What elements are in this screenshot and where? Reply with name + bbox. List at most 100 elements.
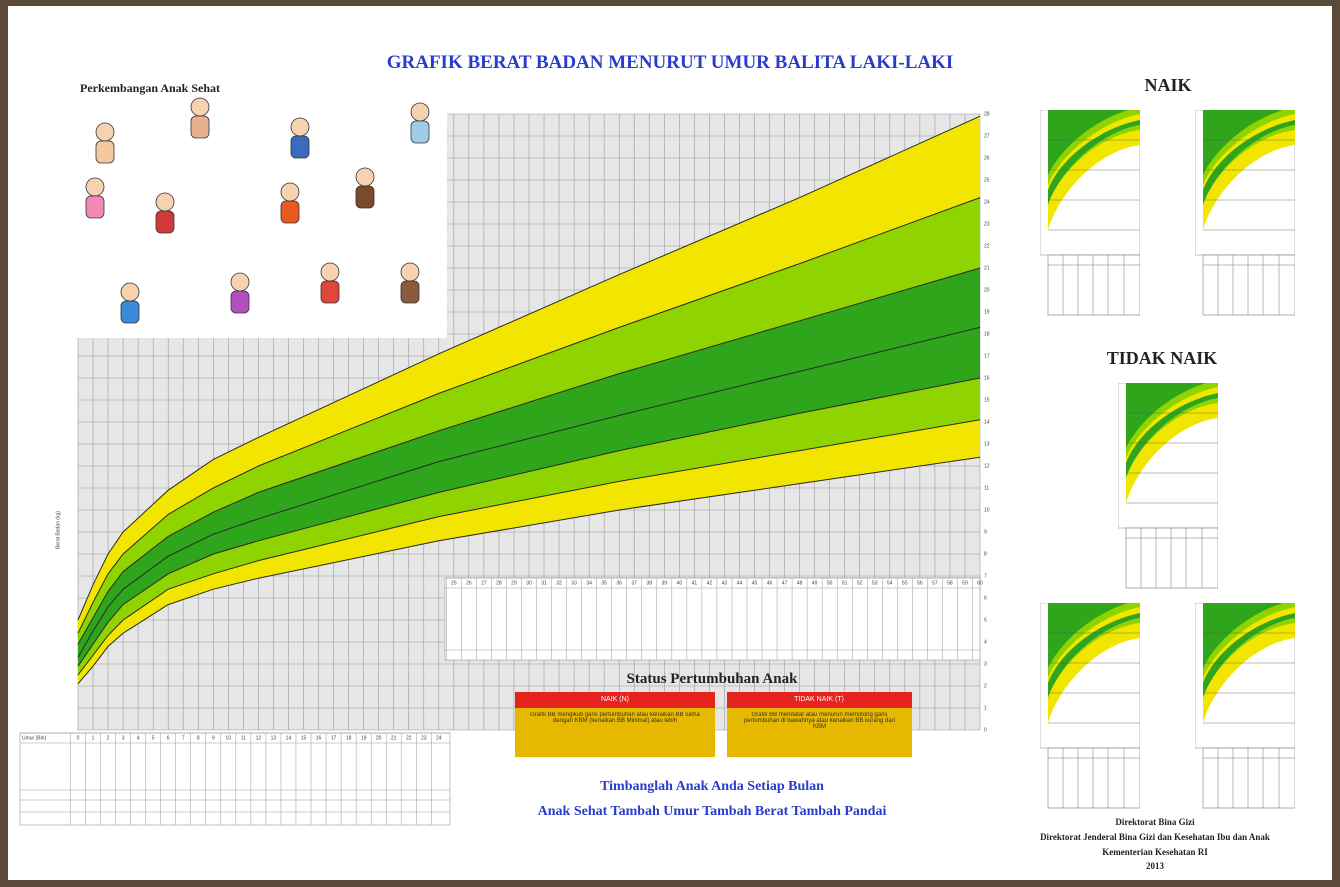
x-tick-label: 39 — [662, 580, 668, 586]
footer-line: Direktorat Jenderal Bina Gizi dan Keseha… — [1040, 832, 1270, 842]
x-tick-label: 0 — [77, 735, 80, 741]
x-tick-label: 14 — [286, 735, 292, 741]
y-tick-label: 14 — [984, 419, 990, 425]
illustration — [321, 263, 339, 281]
illustration — [191, 116, 209, 138]
y-tick-label: 20 — [984, 287, 990, 293]
illustration — [96, 141, 114, 163]
illustration — [291, 136, 309, 158]
x-tick-label: 7 — [182, 735, 185, 741]
title: GRAFIK BERAT BADAN MENURUT UMUR BALITA L… — [387, 52, 954, 73]
x-tick-label: 45 — [752, 580, 758, 586]
illustration — [231, 273, 249, 291]
example-chart — [1040, 110, 1140, 315]
y-tick-label: 24 — [984, 199, 990, 205]
x-tick-label: 17 — [331, 735, 337, 741]
slogan: Anak Sehat Tambah Umur Tambah Berat Tamb… — [538, 804, 887, 819]
x-tick-label: 8 — [197, 735, 200, 741]
example-chart — [1040, 603, 1140, 808]
example-chart — [1195, 110, 1295, 315]
x-tick-label: 50 — [827, 580, 833, 586]
slogan: Timbanglah Anak Anda Setiap Bulan — [600, 779, 824, 794]
x-tick-label: 56 — [917, 580, 923, 586]
x-tick-label: 30 — [526, 580, 532, 586]
x-tick-label: 20 — [376, 735, 382, 741]
x-tick-label: 36 — [616, 580, 622, 586]
x-tick-label: 33 — [571, 580, 577, 586]
illustration — [401, 281, 419, 303]
x-tick-label: 34 — [586, 580, 592, 586]
x-tick-label: 13 — [271, 735, 277, 741]
x-tick-label: 41 — [692, 580, 698, 586]
y-tick-label: 11 — [984, 485, 989, 491]
illustration — [401, 263, 419, 281]
x-tick-label: 5 — [152, 735, 155, 741]
y-tick-label: 3 — [984, 661, 987, 667]
x-tick-label: 29 — [511, 580, 517, 586]
y-tick-label: 7 — [984, 573, 987, 579]
x-tick-label: 42 — [707, 580, 713, 586]
y-tick-label: 8 — [984, 551, 987, 557]
x-tick-label: 59 — [962, 580, 968, 586]
poster: GRAFIK BERAT BADAN MENURUT UMUR BALITA L… — [0, 0, 1340, 887]
illustration — [191, 98, 209, 116]
x-tick-label: 48 — [797, 580, 803, 586]
y-tick-label: 12 — [984, 463, 990, 469]
x-tick-label: 55 — [902, 580, 908, 586]
y-tick-label: 23 — [984, 221, 990, 227]
x-tick-label: 23 — [421, 735, 427, 741]
x-tick-label: 43 — [722, 580, 728, 586]
illustration — [291, 118, 309, 136]
month-table — [445, 578, 980, 660]
status-box-title: TIDAK NAIK (T) — [794, 696, 844, 703]
y-tick-label: 2 — [984, 683, 987, 689]
x-tick-label: 21 — [391, 735, 397, 741]
x-tick-label: 47 — [782, 580, 788, 586]
x-tick-label: 31 — [541, 580, 547, 586]
illustration — [356, 186, 374, 208]
y-tick-label: 17 — [984, 353, 990, 359]
x-tick-label: 10 — [226, 735, 232, 741]
status-box-title: NAIK (N) — [601, 696, 629, 703]
page: GRAFIK BERAT BADAN MENURUT UMUR BALITA L… — [0, 0, 1340, 887]
illustration — [121, 283, 139, 301]
x-tick-label: 22 — [406, 735, 412, 741]
x-tick-label: 18 — [346, 735, 352, 741]
x-tick-label: 38 — [646, 580, 652, 586]
y-tick-label: 1 — [984, 705, 987, 711]
x-tick-label: 26 — [466, 580, 472, 586]
illustration — [121, 301, 139, 323]
x-tick-label: 9 — [212, 735, 215, 741]
y-tick-label: 16 — [984, 375, 990, 381]
illustration — [156, 193, 174, 211]
illustration-area — [65, 98, 447, 338]
x-tick-label: 28 — [496, 580, 502, 586]
month-table — [20, 733, 450, 825]
footer-line: 2013 — [1146, 861, 1165, 871]
illustration — [281, 183, 299, 201]
y-tick-label: 5 — [984, 617, 987, 623]
x-tick-label: 27 — [481, 580, 487, 586]
example-chart — [1118, 383, 1218, 588]
illustration — [156, 211, 174, 233]
y-tick-label: 19 — [984, 309, 990, 315]
x-tick-label: 16 — [316, 735, 322, 741]
status-title: Status Pertumbuhan Anak — [627, 671, 799, 687]
status-box-text: Grafik BB mendatar atau menurun memotong… — [737, 712, 902, 730]
x-tick-label: 2 — [107, 735, 110, 741]
x-tick-label: 51 — [842, 580, 848, 586]
x-axis-label: Umur (Bln) — [22, 735, 47, 741]
x-tick-label: 60 — [977, 580, 983, 586]
y-tick-label: 6 — [984, 595, 987, 601]
illustration — [321, 281, 339, 303]
illustration — [356, 168, 374, 186]
y-tick-label: 9 — [984, 529, 987, 535]
footer-line: Direktorat Bina Gizi — [1115, 817, 1195, 827]
x-tick-label: 32 — [556, 580, 562, 586]
y-tick-label: 15 — [984, 397, 990, 403]
x-tick-label: 37 — [631, 580, 637, 586]
x-tick-label: 6 — [167, 735, 170, 741]
y-tick-label: 13 — [984, 441, 990, 447]
y-tick-label: 28 — [984, 111, 990, 117]
illustration — [411, 103, 429, 121]
